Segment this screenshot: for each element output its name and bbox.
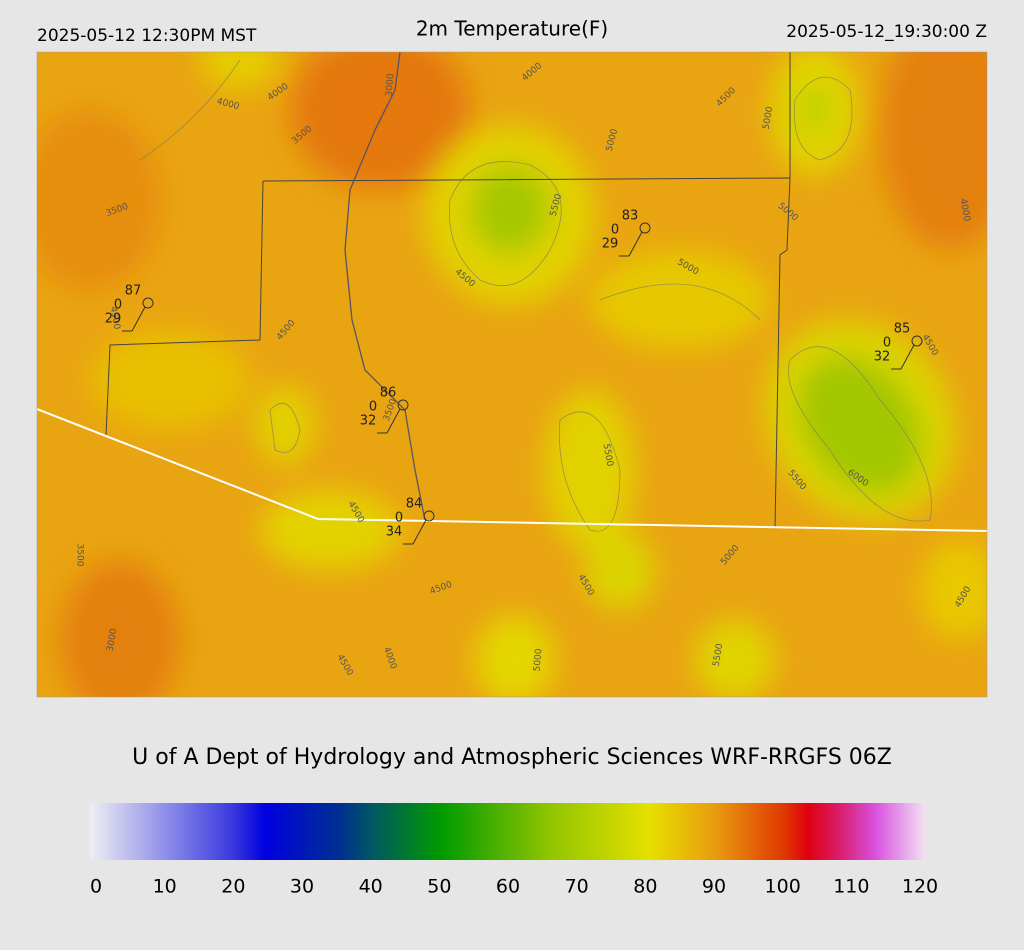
colorbar-tick-label: 90 [702,876,726,898]
header-left: 2025-05-12 12:30PM MST [37,26,257,46]
colorbar-tick-label: 110 [833,876,869,898]
colorbar [90,803,925,860]
station-mid: 0 [114,298,122,313]
contour-label: 4500 [108,306,122,331]
station-mid: 0 [883,336,891,351]
station-top: 83 [622,209,639,224]
contour-label: 5500 [712,643,726,668]
contour-label: 3500 [75,544,85,567]
colorbar-tick-label: 10 [153,876,177,898]
colorbar-tick-label: 50 [427,876,451,898]
wind-barb [412,519,427,545]
station-low: 34 [386,525,403,540]
station-top: 85 [894,322,911,337]
map-title: 2m Temperature(F) [416,17,608,41]
station-mid: 0 [369,400,377,415]
wind-barb [628,231,643,257]
station-low: 32 [874,350,891,365]
colorbar-tick-label: 70 [565,876,589,898]
colorbar-tick-label: 60 [496,876,520,898]
station-circle [142,297,154,309]
contour-label: 4000 [958,198,972,223]
station-mid: 0 [611,223,619,238]
contour-label: 3000 [385,73,397,97]
colorbar-tick-label: 80 [633,876,657,898]
wind-barb [386,408,401,434]
station-mid: 0 [395,511,403,526]
contour-label: 5000 [533,648,545,672]
contour-label: 5000 [762,106,776,131]
header-right: 2025-05-12_19:30:00 Z [786,22,987,42]
station-top: 86 [380,386,397,401]
station-top: 84 [406,497,423,512]
station-circle [423,510,435,522]
colorbar-tick-label: 0 [90,876,102,898]
credit: U of A Dept of Hydrology and Atmospheric… [132,745,892,770]
colorbar-tick-label: 40 [359,876,383,898]
station-top: 87 [125,284,142,299]
station-low: 32 [360,414,377,429]
colorbar-tick-label: 120 [902,876,938,898]
station-circle [397,399,409,411]
station-low: 29 [105,312,122,327]
station-low: 29 [602,237,619,252]
station-circle [911,335,923,347]
contour-label: 5500 [601,443,615,468]
colorbar-tick-label: 100 [765,876,801,898]
wind-barb [900,344,915,370]
colorbar-tick-label: 30 [290,876,314,898]
wind-barb [131,306,146,332]
station-circle [639,222,651,234]
contour-label: 3000 [106,628,120,653]
colorbar-tick-label: 20 [221,876,245,898]
map-field [37,52,987,697]
